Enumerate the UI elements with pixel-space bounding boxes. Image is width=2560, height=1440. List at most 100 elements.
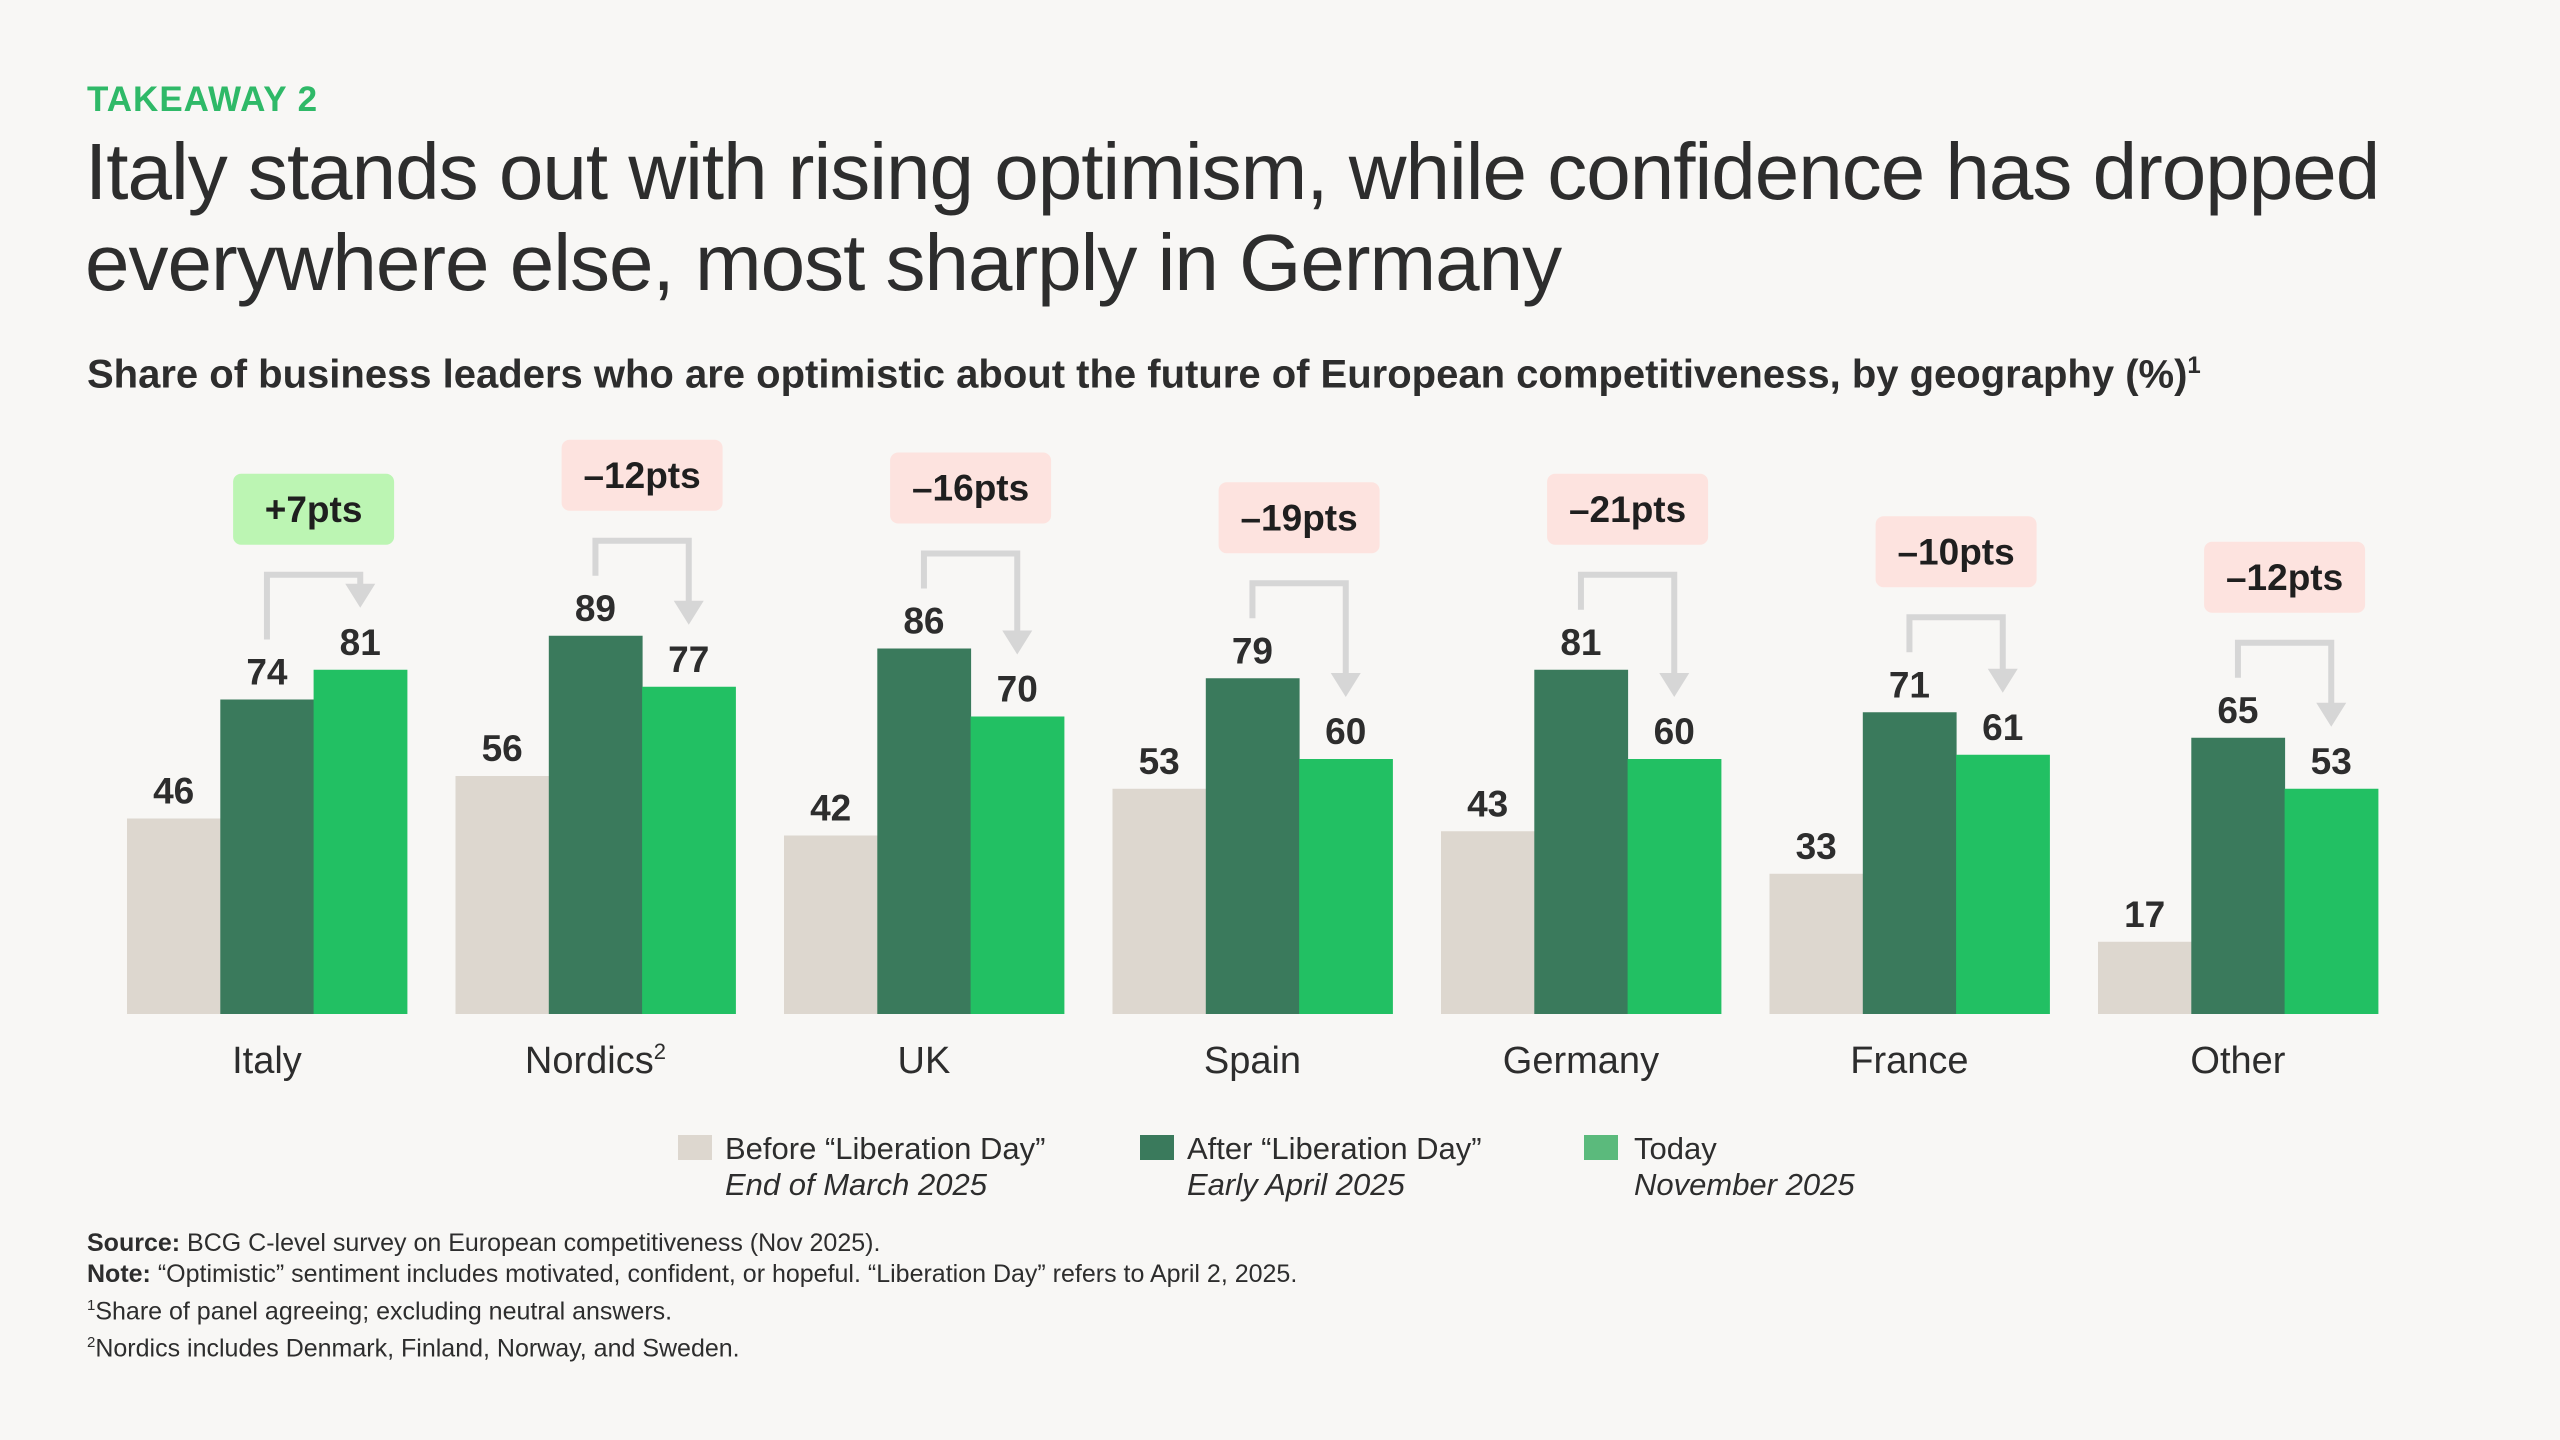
category-label: France bbox=[1850, 1040, 1968, 1082]
value-label-after: 79 bbox=[1232, 630, 1273, 671]
footnote-ref: 1 bbox=[2187, 352, 2201, 379]
note-text: “Optimistic” sentiment includes motivate… bbox=[150, 1260, 1298, 1288]
category-label: Italy bbox=[232, 1040, 302, 1082]
bar-before bbox=[1441, 831, 1535, 1014]
legend-swatch-after bbox=[1140, 1135, 1174, 1160]
bar-after bbox=[1862, 712, 1957, 1014]
legend-text: After “Liberation Day” Early April 2025 bbox=[1187, 1132, 1482, 1204]
bar-group-spain: 53 79 60 Spain –19pts bbox=[1112, 482, 1393, 1082]
value-label-after: 81 bbox=[1560, 622, 1601, 663]
bar-group-france: 33 71 61 France –10pts bbox=[1769, 516, 2050, 1082]
arrow-down-icon bbox=[1987, 668, 2018, 693]
change-arrow-line bbox=[1249, 580, 1349, 675]
category-label: Other bbox=[2190, 1040, 2285, 1082]
change-badge bbox=[561, 439, 723, 511]
change-badge-label: –16pts bbox=[912, 468, 1029, 509]
footnote-1-text: Share of panel agreeing; excluding neutr… bbox=[95, 1297, 673, 1326]
legend-sublabel: November 2025 bbox=[1634, 1167, 1855, 1202]
chart-legend: Before “Liberation Day” End of March 202… bbox=[0, 1132, 2560, 1212]
note-label: Note: bbox=[87, 1260, 151, 1288]
change-badge bbox=[1218, 482, 1380, 554]
bar-today bbox=[1299, 759, 1393, 1014]
bar-after bbox=[2191, 737, 2286, 1014]
footnote-1-ref: 1 bbox=[87, 1297, 96, 1314]
bar-today bbox=[1956, 754, 2050, 1014]
arrow-down-icon bbox=[2316, 702, 2347, 727]
change-arrow-line bbox=[592, 537, 692, 603]
footnote-1: 1Share of panel agreeing; excluding neut… bbox=[87, 1290, 1297, 1327]
bar-group-nordics: 56 89 77 Nordics2 –12pts bbox=[455, 439, 736, 1082]
change-badge-label: –12pts bbox=[583, 455, 700, 496]
arrow-down-icon bbox=[1330, 673, 1361, 697]
arrow-down-icon bbox=[1002, 630, 1033, 655]
bar-today bbox=[2284, 788, 2379, 1014]
bar-groups: 46 74 81 Italy +7pts 56 89 77 Nordics2 –12pts 42 86… bbox=[127, 439, 2379, 1082]
bar-before bbox=[455, 776, 550, 1014]
legend-swatch-today bbox=[1584, 1135, 1618, 1160]
change-badge bbox=[1547, 473, 1709, 545]
legend-swatch-before bbox=[678, 1135, 712, 1160]
bar-after bbox=[877, 648, 972, 1014]
bar-before bbox=[784, 835, 878, 1014]
bar-after bbox=[548, 635, 643, 1014]
change-badge-label: –10pts bbox=[1897, 531, 2014, 572]
arrow-down-icon bbox=[1659, 673, 1690, 697]
chart-subtitle: Share of business leaders who are optimi… bbox=[87, 352, 2201, 397]
bar-before bbox=[1112, 788, 1207, 1014]
change-badge bbox=[1875, 516, 2037, 588]
change-arrow-line bbox=[1906, 614, 2006, 671]
bar-before bbox=[1769, 873, 1864, 1014]
footnote-2: 2Nordics includes Denmark, Finland, Norw… bbox=[87, 1327, 1297, 1364]
value-label-today: 60 bbox=[1654, 711, 1695, 752]
value-label-after: 65 bbox=[2217, 690, 2258, 731]
change-badge bbox=[233, 473, 395, 545]
value-label-before: 56 bbox=[482, 728, 523, 769]
change-arrow-line bbox=[1577, 571, 1678, 675]
grouped-bar-chart: 46 74 81 Italy +7pts 56 89 77 Nordics2 –12pts 42 86… bbox=[127, 439, 2379, 1082]
category-label: Germany bbox=[1503, 1040, 1659, 1082]
legend-sublabel: Early April 2025 bbox=[1187, 1167, 1405, 1202]
bar-after bbox=[1534, 669, 1629, 1014]
value-label-after: 71 bbox=[1889, 664, 1930, 705]
value-label-after: 89 bbox=[575, 588, 616, 629]
change-arrow-line bbox=[920, 550, 1021, 633]
bar-after bbox=[1205, 678, 1300, 1014]
value-label-before: 43 bbox=[1467, 783, 1508, 824]
takeaway-kicker: TAKEAWAY 2 bbox=[87, 80, 319, 119]
value-label-before: 46 bbox=[153, 771, 194, 812]
change-badge-label: –12pts bbox=[2226, 557, 2343, 598]
change-arrow-line bbox=[263, 571, 364, 640]
bar-today bbox=[1627, 759, 1722, 1014]
footnote-2-text: Nordics includes Denmark, Finland, Norwa… bbox=[95, 1334, 740, 1363]
legend-text: Today November 2025 bbox=[1634, 1132, 1855, 1204]
change-badge bbox=[2204, 541, 2366, 613]
bar-today bbox=[642, 686, 736, 1014]
category-label: Spain bbox=[1204, 1040, 1301, 1082]
change-badge-label: –19pts bbox=[1240, 497, 1357, 538]
value-label-before: 17 bbox=[2124, 894, 2165, 935]
value-label-today: 77 bbox=[668, 639, 709, 680]
footnote-2-ref: 2 bbox=[87, 1334, 96, 1352]
bar-group-other: 17 65 53 Other –12pts bbox=[2098, 541, 2379, 1082]
category-label: Nordics2 bbox=[525, 1039, 666, 1082]
bar-group-uk: 42 86 70 UK –16pts bbox=[784, 452, 1065, 1082]
value-label-before: 33 bbox=[1796, 826, 1837, 867]
category-label: UK bbox=[898, 1040, 951, 1082]
legend-label: After “Liberation Day” bbox=[1187, 1131, 1482, 1166]
value-label-today: 61 bbox=[1982, 707, 2023, 748]
legend-sublabel: End of March 2025 bbox=[725, 1167, 987, 1202]
value-label-before: 53 bbox=[1139, 741, 1180, 782]
legend-text: Before “Liberation Day” End of March 202… bbox=[725, 1132, 1046, 1204]
value-label-before: 42 bbox=[810, 788, 851, 829]
arrow-down-icon bbox=[673, 600, 704, 625]
value-label-today: 60 bbox=[1325, 711, 1366, 752]
change-badge-label: +7pts bbox=[265, 489, 363, 530]
source-note: Source: BCG C-level survey on European c… bbox=[87, 1228, 1297, 1259]
footnotes: Source: BCG C-level survey on European c… bbox=[87, 1228, 1297, 1365]
value-label-today: 70 bbox=[997, 669, 1038, 710]
note: Note: “Optimistic” sentiment includes mo… bbox=[87, 1259, 1297, 1290]
bar-today bbox=[970, 716, 1065, 1014]
source-text: BCG C-level survey on European competiti… bbox=[180, 1229, 881, 1257]
bar-today bbox=[313, 669, 408, 1014]
page-title: Italy stands out with rising optimism, w… bbox=[85, 127, 2380, 307]
